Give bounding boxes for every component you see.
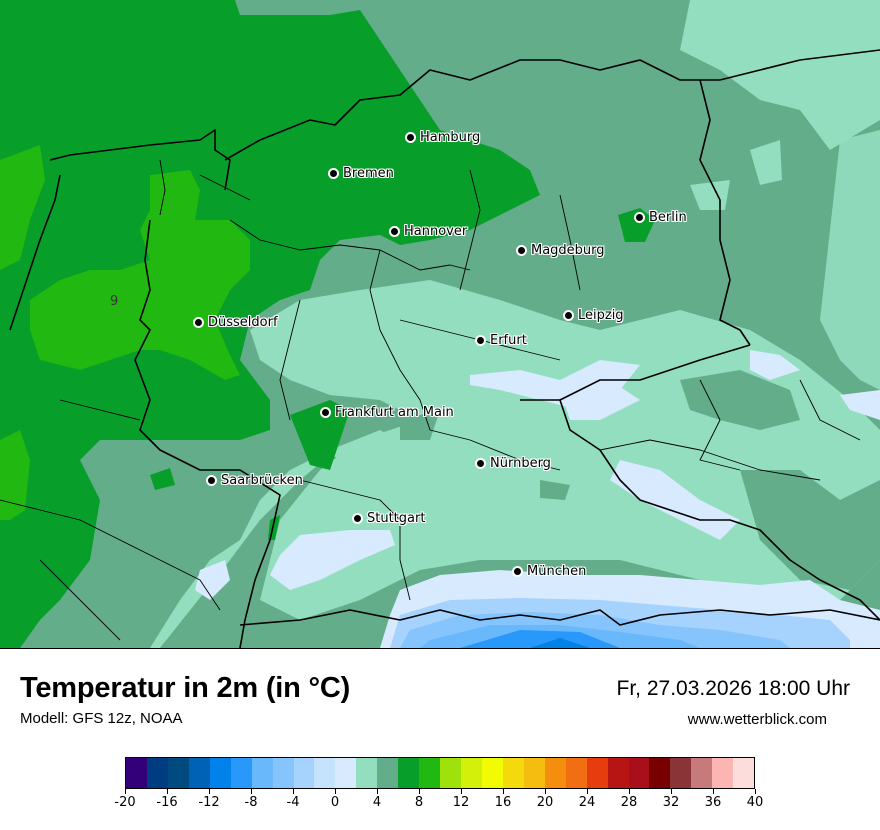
- temperature-colorbar: [125, 757, 755, 789]
- colorbar-segment: [502, 758, 524, 788]
- colorbar-ticks: -20 -16 -12 -8 -4 0 4 8 12 16 20 24 28 32 36 40: [114, 789, 763, 819]
- colorbar-segment: [712, 758, 734, 788]
- colorbar-segment: [461, 758, 482, 788]
- city-saarbruecken: Saarbrücken: [206, 473, 303, 488]
- colorbar-segment: [398, 758, 420, 788]
- colorbar-segment: [565, 758, 587, 788]
- colorbar-tick: [713, 789, 714, 794]
- colorbar-tick-label: 0: [330, 795, 340, 810]
- colorbar-segment: [440, 758, 461, 788]
- colorbar-segment: [419, 758, 441, 788]
- colorbar-tick-label: 4: [372, 795, 382, 810]
- colorbar-segment: [481, 758, 503, 788]
- city-marker-icon: [206, 475, 217, 486]
- valid-datetime: Fr, 27.03.2026 18:00 Uhr: [616, 677, 851, 700]
- colorbar-segment: [146, 758, 168, 788]
- colorbar-tick: [419, 789, 420, 794]
- colorbar-tick-label: 8: [414, 795, 424, 810]
- colorbar-tick: [755, 789, 756, 794]
- colorbar-tick: [335, 789, 336, 794]
- colorbar-tick-label: -20: [114, 795, 136, 810]
- city-marker-icon: [193, 317, 204, 328]
- city-marker-icon: [328, 168, 339, 179]
- colorbar-tick-label: -16: [156, 795, 178, 810]
- city-berlin: Berlin: [634, 210, 687, 225]
- colorbar-segment: [335, 758, 357, 788]
- colorbar-tick-label: 32: [662, 795, 680, 810]
- colorbar-segment: [733, 758, 755, 788]
- city-marker-icon: [512, 566, 523, 577]
- colorbar-segment: [188, 758, 210, 788]
- city-marker-icon: [634, 212, 645, 223]
- colorbar-segment: [293, 758, 315, 788]
- colorbar-tick: [293, 789, 294, 794]
- colorbar-tick: [503, 789, 504, 794]
- city-leipzig: Leipzig: [563, 308, 624, 323]
- colorbar-tick-label: 20: [536, 795, 554, 810]
- model-info: Modell: GFS 12z, NOAA: [20, 710, 183, 727]
- colorbar-tick: [461, 789, 462, 794]
- colorbar-segment: [356, 758, 378, 788]
- colorbar-tick: [671, 789, 672, 794]
- city-marker-icon: [389, 226, 400, 237]
- colorbar-segment: [251, 758, 273, 788]
- colorbar-tick-label: -12: [198, 795, 220, 810]
- colorbar-segment: [649, 758, 671, 788]
- colorbar-segment: [628, 758, 650, 788]
- colorbar-segment: [272, 758, 294, 788]
- colorbar-segment: [314, 758, 336, 788]
- colorbar-tick-label: -8: [244, 795, 258, 810]
- colorbar-tick-label: -4: [286, 795, 300, 810]
- colorbar-tick: [251, 789, 252, 794]
- map-title: Temperatur in 2m (in °C): [20, 672, 351, 704]
- colorbar-segment: [377, 758, 399, 788]
- colorbar-tick-label: 40: [746, 795, 764, 810]
- city-marker-icon: [405, 132, 416, 143]
- contour-label-9: 9: [110, 294, 119, 309]
- colorbar-tick: [587, 789, 588, 794]
- website-link[interactable]: www.wetterblick.com: [687, 711, 827, 728]
- colorbar-segment: [126, 758, 147, 788]
- city-marker-icon: [563, 310, 574, 321]
- colorbar-tick: [377, 789, 378, 794]
- temperature-map: 9 Hamburg Bremen Berlin Hannover Magdebu…: [0, 0, 880, 649]
- colorbar-tick-label: 12: [452, 795, 470, 810]
- city-marker-icon: [475, 458, 486, 469]
- city-erfurt: Erfurt: [475, 333, 527, 348]
- colorbar-tick-label: 28: [620, 795, 638, 810]
- colorbar-tick: [167, 789, 168, 794]
- colorbar-segment: [209, 758, 231, 788]
- temperature-field: [0, 0, 880, 648]
- colorbar-tick: [545, 789, 546, 794]
- city-frankfurt: Frankfurt am Main: [320, 405, 454, 420]
- colorbar-segment: [230, 758, 252, 788]
- colorbar-segment: [607, 758, 629, 788]
- colorbar-tick-label: 16: [494, 795, 512, 810]
- colorbar-segment: [167, 758, 189, 788]
- city-duesseldorf: Düsseldorf: [193, 315, 278, 330]
- city-marker-icon: [352, 513, 363, 524]
- city-hamburg: Hamburg: [405, 130, 480, 145]
- colorbar-tick: [125, 789, 126, 794]
- colorbar-segment: [544, 758, 566, 788]
- colorbar-tick: [209, 789, 210, 794]
- colorbar-tick-label: 24: [578, 795, 596, 810]
- city-nuernberg: Nürnberg: [475, 456, 551, 471]
- city-stuttgart: Stuttgart: [352, 511, 425, 526]
- city-magdeburg: Magdeburg: [516, 243, 605, 258]
- city-hannover: Hannover: [389, 224, 467, 239]
- city-marker-icon: [475, 335, 486, 346]
- city-marker-icon: [516, 245, 527, 256]
- city-bremen: Bremen: [328, 166, 394, 181]
- colorbar-tick: [629, 789, 630, 794]
- city-marker-icon: [320, 407, 331, 418]
- colorbar-tick-label: 36: [704, 795, 722, 810]
- colorbar-segment: [670, 758, 692, 788]
- colorbar-segment: [523, 758, 545, 788]
- colorbar-segment: [586, 758, 608, 788]
- colorbar-segment: [691, 758, 713, 788]
- city-muenchen: München: [512, 564, 586, 579]
